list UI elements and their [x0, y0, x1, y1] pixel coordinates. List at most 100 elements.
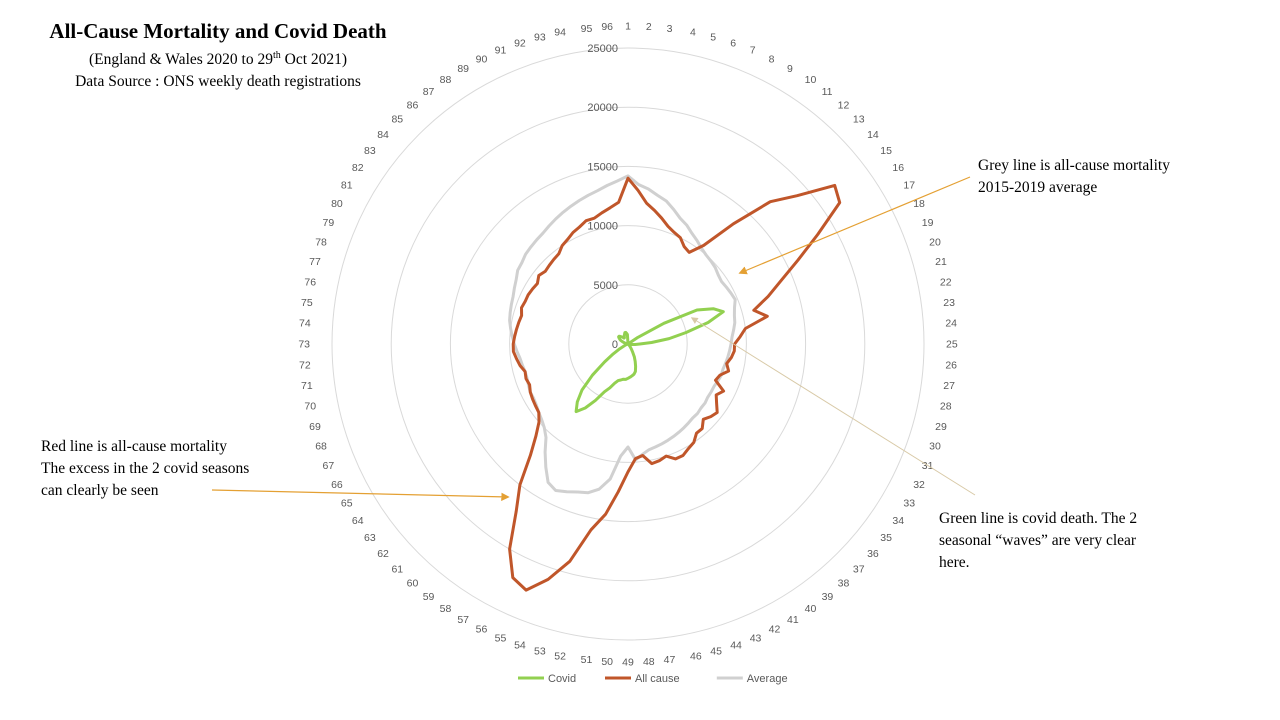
- series-line-all-cause: [508, 176, 842, 592]
- category-label: 12: [838, 99, 850, 111]
- category-label: 28: [940, 401, 952, 413]
- category-label: 93: [534, 31, 546, 43]
- category-label: 27: [943, 380, 955, 392]
- category-label: 7: [750, 45, 756, 57]
- category-label: 5: [710, 31, 716, 43]
- category-label: 48: [643, 656, 655, 668]
- category-label: 16: [892, 162, 904, 174]
- category-label: 61: [391, 563, 403, 575]
- radial-tick-label: 25000: [587, 43, 618, 55]
- category-label: 82: [352, 162, 364, 174]
- annotation-red-line-1: Red line is all-cause mortality: [41, 438, 227, 455]
- radial-tick-label: 5000: [594, 280, 618, 292]
- category-label: 60: [407, 578, 419, 590]
- grid-ring: [449, 165, 807, 523]
- category-label: 11: [822, 86, 833, 98]
- category-label: 22: [940, 276, 952, 288]
- category-label: 85: [391, 114, 403, 126]
- subtitle-suffix: Oct 2021): [280, 51, 348, 69]
- subtitle-sup: th: [272, 50, 281, 61]
- category-label: 69: [309, 421, 321, 433]
- category-label: 58: [440, 603, 452, 615]
- grid-ring: [509, 225, 747, 463]
- category-label: 54: [514, 640, 526, 652]
- legend: Covid All cause Average: [518, 673, 788, 685]
- category-label: 70: [304, 401, 316, 413]
- category-label: 95: [581, 23, 593, 35]
- category-label: 84: [377, 129, 389, 141]
- category-label: 90: [476, 53, 488, 65]
- category-label: 57: [457, 614, 469, 626]
- annotation-arrows: [211, 176, 976, 502]
- series-line-average: [508, 174, 737, 495]
- category-label: 46: [690, 650, 702, 662]
- category-label: 44: [730, 640, 742, 652]
- category-label: 13: [853, 114, 865, 126]
- annotation-grey-line-1: Grey line is all-cause mortality: [978, 157, 1170, 174]
- category-label: 30: [929, 441, 941, 453]
- chart-subtitle-line1: (England & Wales 2020 to 29th Oct 2021): [18, 45, 418, 70]
- annotation-grey-line-2: 2015-2019 average: [978, 179, 1098, 196]
- category-label: 32: [913, 479, 925, 491]
- category-label: 52: [554, 650, 566, 662]
- chart-subtitle-line2: Data Source : ONS weekly death registrat…: [75, 73, 361, 91]
- annotation-grey-line: Grey line is all-cause mortality 2015-20…: [978, 155, 1228, 199]
- category-label: 66: [331, 479, 343, 491]
- category-label: 62: [377, 548, 389, 560]
- arrow-green: [690, 317, 976, 496]
- legend-label: Average: [747, 673, 788, 685]
- annotation-green-line-2: seasonal “waves” are very clear: [939, 532, 1137, 549]
- series-lines: [508, 174, 842, 592]
- legend-label: All cause: [635, 673, 680, 685]
- category-label: 31: [922, 460, 934, 472]
- subtitle-prefix: (England & Wales 2020 to 29: [88, 51, 273, 69]
- legend-entry: Covid: [518, 673, 576, 685]
- title-block: All-Cause Mortality and Covid Death (Eng…: [18, 18, 418, 92]
- category-label: 8: [769, 53, 775, 65]
- legend-label: Covid: [548, 673, 576, 685]
- annotation-red-line: Red line is all-cause mortality The exce…: [41, 436, 311, 502]
- category-label: 80: [331, 198, 343, 210]
- category-label: 86: [407, 99, 419, 111]
- radar-grid: [331, 47, 925, 641]
- category-label: 96: [601, 21, 613, 33]
- category-label: 20: [929, 236, 941, 248]
- annotation-red-line-2: The excess in the 2 covid seasons: [41, 460, 250, 477]
- category-label: 3: [667, 23, 673, 35]
- category-label: 73: [298, 339, 310, 351]
- category-label: 75: [301, 297, 313, 309]
- category-label: 64: [352, 515, 364, 527]
- grid-ring: [568, 284, 688, 404]
- legend-entry: Average: [716, 673, 788, 685]
- category-label: 68: [315, 441, 327, 453]
- annotation-red-line-3: can clearly be seen: [41, 482, 159, 499]
- category-label: 1: [625, 21, 631, 33]
- category-label: 59: [423, 591, 435, 603]
- category-label: 9: [787, 63, 793, 75]
- annotation-green-line-1: Green line is covid death. The 2: [939, 510, 1138, 527]
- radial-tick-labels: 0 5000 10000 15000 20000 25000: [587, 43, 618, 351]
- legend-entry: All cause: [605, 673, 680, 685]
- category-label: 49: [622, 657, 634, 669]
- category-label: 78: [315, 236, 327, 248]
- series-line-covid: [574, 307, 725, 414]
- category-label: 92: [514, 37, 526, 49]
- category-label: 26: [945, 359, 957, 371]
- radial-tick-label: 0: [612, 339, 618, 351]
- category-label: 77: [309, 256, 321, 268]
- category-label: 21: [935, 256, 947, 268]
- radial-tick-label: 15000: [587, 161, 618, 173]
- category-label: 71: [301, 380, 313, 392]
- category-label: 50: [601, 656, 613, 668]
- category-label: 17: [903, 180, 915, 192]
- annotation-green-line-3: here.: [939, 554, 970, 571]
- category-label: 6: [730, 37, 736, 49]
- category-label: 51: [581, 654, 593, 666]
- category-label: 55: [495, 632, 507, 644]
- category-label: 38: [838, 578, 850, 590]
- category-label: 23: [943, 297, 955, 309]
- category-label: 45: [710, 646, 722, 658]
- category-label: 19: [922, 217, 934, 229]
- category-label: 14: [867, 129, 879, 141]
